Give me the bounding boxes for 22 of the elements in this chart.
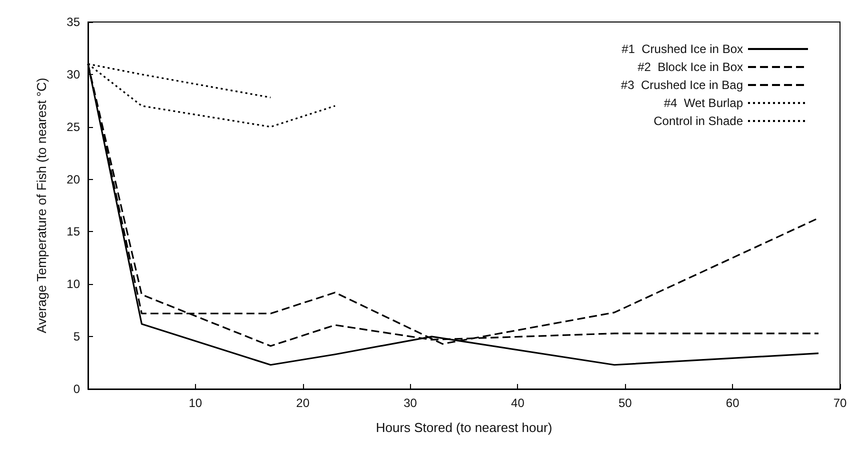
legend-label: #1 Crushed Ice in Box	[622, 42, 743, 56]
x-tick-label: 20	[296, 396, 310, 410]
x-tick-label: 10	[188, 396, 202, 410]
legend-label: Control in Shade	[654, 114, 744, 128]
y-tick-label: 0	[73, 382, 80, 396]
x-tick-label: 30	[404, 396, 418, 410]
y-tick-label: 25	[66, 120, 80, 134]
x-tick-label: 50	[618, 396, 632, 410]
x-tick-label: 70	[833, 396, 847, 410]
y-tick-label: 20	[66, 172, 80, 186]
y-tick-label: 30	[66, 67, 80, 82]
y-tick-label: 15	[66, 224, 80, 239]
x-tick-label: 40	[511, 396, 525, 410]
y-tick-label: 5	[73, 330, 80, 344]
legend-label: #3 Crushed Ice in Bag	[620, 78, 743, 92]
y-axis-title: Average Temperature of Fish (to nearest °C)	[34, 78, 49, 334]
y-tick-label: 35	[66, 15, 80, 29]
y-tick-label: 10	[66, 277, 80, 292]
legend-label: #2 Block Ice in Box	[638, 60, 743, 74]
x-axis-title: Hours Stored (to nearest hour)	[376, 420, 552, 435]
x-tick-label: 60	[726, 396, 740, 410]
legend-label: #4 Wet Burlap	[664, 96, 744, 110]
